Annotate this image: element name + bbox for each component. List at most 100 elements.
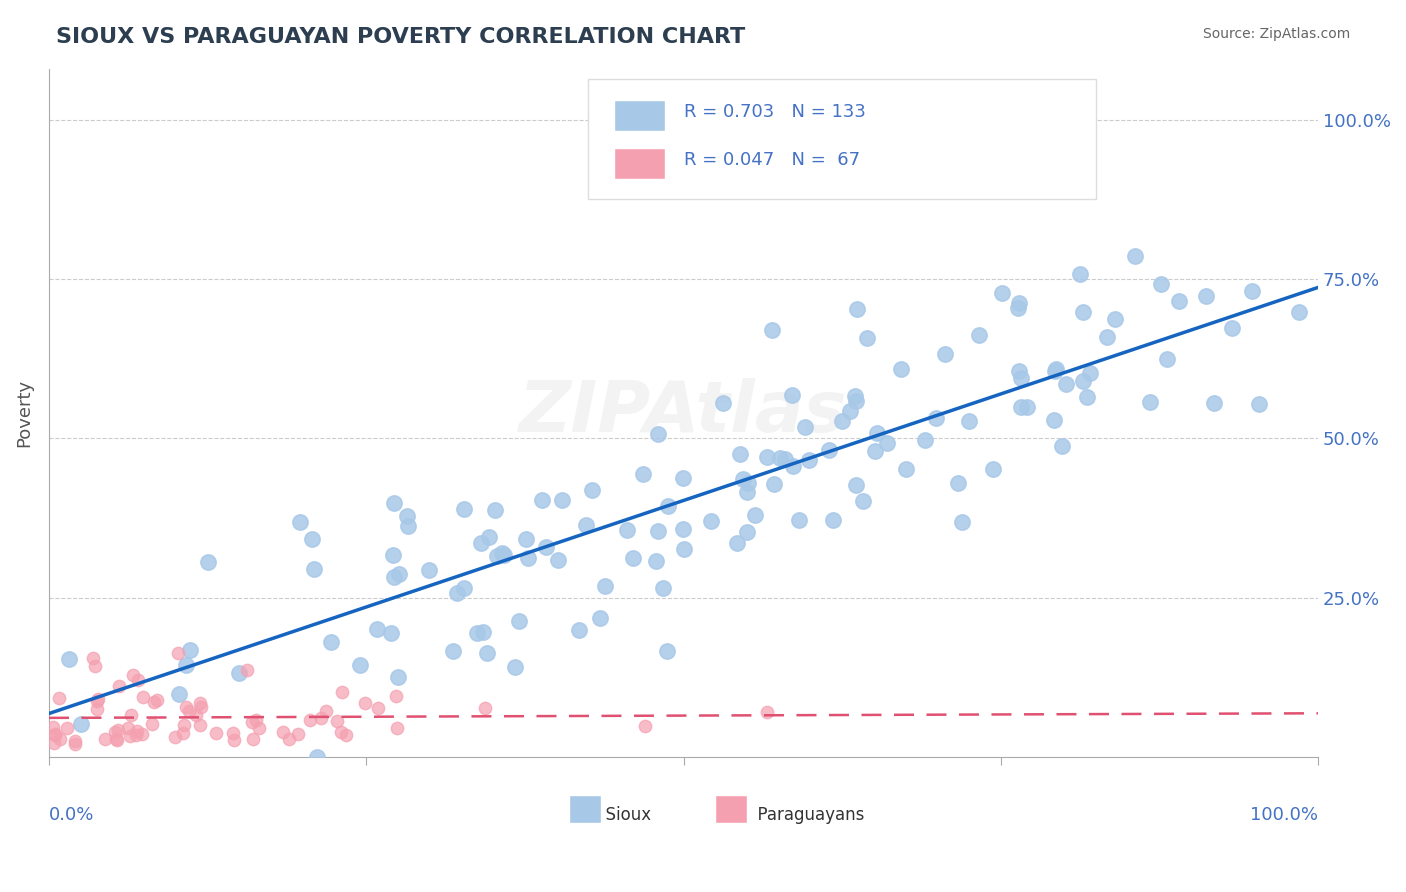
Text: R = 0.047   N =  67: R = 0.047 N = 67 xyxy=(683,151,859,169)
Text: Sioux: Sioux xyxy=(595,805,651,823)
Point xyxy=(725,536,748,550)
Point xyxy=(755,705,778,719)
Point xyxy=(305,750,328,764)
Point xyxy=(330,724,353,739)
Point xyxy=(593,579,616,593)
Point xyxy=(568,623,591,637)
Point xyxy=(799,452,821,467)
Point xyxy=(228,665,250,680)
Point xyxy=(387,670,409,684)
Point xyxy=(395,508,418,523)
Point xyxy=(222,732,245,747)
Text: 0.0%: 0.0% xyxy=(49,805,94,823)
Point xyxy=(924,411,946,425)
Point xyxy=(852,493,875,508)
Y-axis label: Poverty: Poverty xyxy=(15,379,32,447)
Point xyxy=(94,731,117,746)
Point xyxy=(1071,304,1094,318)
Point xyxy=(222,726,245,740)
Point xyxy=(396,519,419,533)
Point xyxy=(967,327,990,342)
Point xyxy=(86,694,108,708)
Point xyxy=(105,733,128,747)
Point xyxy=(354,697,377,711)
Point xyxy=(856,331,879,345)
Point xyxy=(179,642,201,657)
Point xyxy=(330,685,353,699)
Point xyxy=(467,626,489,640)
Point xyxy=(950,515,973,529)
Point xyxy=(174,700,197,714)
Point xyxy=(787,513,810,527)
Point xyxy=(657,500,679,514)
Point xyxy=(63,734,86,748)
Point xyxy=(125,728,148,742)
Point xyxy=(1195,289,1218,303)
Point xyxy=(325,714,347,728)
Point xyxy=(730,447,752,461)
Point xyxy=(240,714,263,729)
Point xyxy=(1043,364,1066,378)
Point xyxy=(55,721,77,735)
Point xyxy=(388,567,411,582)
Point xyxy=(793,419,815,434)
Point xyxy=(547,553,569,567)
Point xyxy=(575,518,598,533)
Text: Source: ZipAtlas.com: Source: ZipAtlas.com xyxy=(1202,27,1350,41)
Point xyxy=(589,611,612,625)
Point xyxy=(107,723,129,737)
Point xyxy=(755,450,778,464)
Point xyxy=(44,727,66,741)
Point xyxy=(934,346,956,360)
Point xyxy=(301,532,323,546)
Point xyxy=(165,730,187,744)
Point xyxy=(132,690,155,704)
Point xyxy=(1043,413,1066,427)
Point xyxy=(782,459,804,474)
Point xyxy=(44,728,66,742)
Point xyxy=(127,673,149,687)
Point xyxy=(1095,329,1118,343)
Point xyxy=(167,687,190,701)
Point xyxy=(744,508,766,522)
Point xyxy=(1202,395,1225,409)
Point xyxy=(846,302,869,317)
Point xyxy=(472,625,495,640)
Point xyxy=(508,614,530,628)
Point xyxy=(287,727,309,741)
Point xyxy=(699,515,721,529)
Point xyxy=(763,477,786,491)
Text: 100.0%: 100.0% xyxy=(1250,805,1319,823)
Point xyxy=(990,285,1012,300)
Point xyxy=(737,476,759,491)
Point xyxy=(1104,311,1126,326)
Point xyxy=(477,646,499,660)
Bar xyxy=(614,100,665,130)
Point xyxy=(672,470,695,484)
Point xyxy=(1073,374,1095,388)
Point xyxy=(188,717,211,731)
Point xyxy=(1007,296,1029,310)
Point xyxy=(484,503,506,517)
Point xyxy=(655,644,678,658)
Point xyxy=(42,720,65,734)
Point xyxy=(1007,301,1029,316)
Point xyxy=(179,704,201,718)
Point xyxy=(517,550,540,565)
Point xyxy=(105,731,128,746)
Point xyxy=(127,723,149,738)
Point xyxy=(190,700,212,714)
Point xyxy=(304,562,326,576)
Point xyxy=(288,516,311,530)
Point xyxy=(441,644,464,658)
Point xyxy=(245,713,267,727)
Point xyxy=(1240,284,1263,298)
Point xyxy=(550,492,572,507)
Point xyxy=(957,414,980,428)
Text: SIOUX VS PARAGUAYAN POVERTY CORRELATION CHART: SIOUX VS PARAGUAYAN POVERTY CORRELATION … xyxy=(56,27,745,46)
Point xyxy=(769,451,792,466)
Point xyxy=(914,434,936,448)
Point xyxy=(1125,249,1147,263)
Point xyxy=(298,713,321,727)
Point xyxy=(818,443,841,458)
